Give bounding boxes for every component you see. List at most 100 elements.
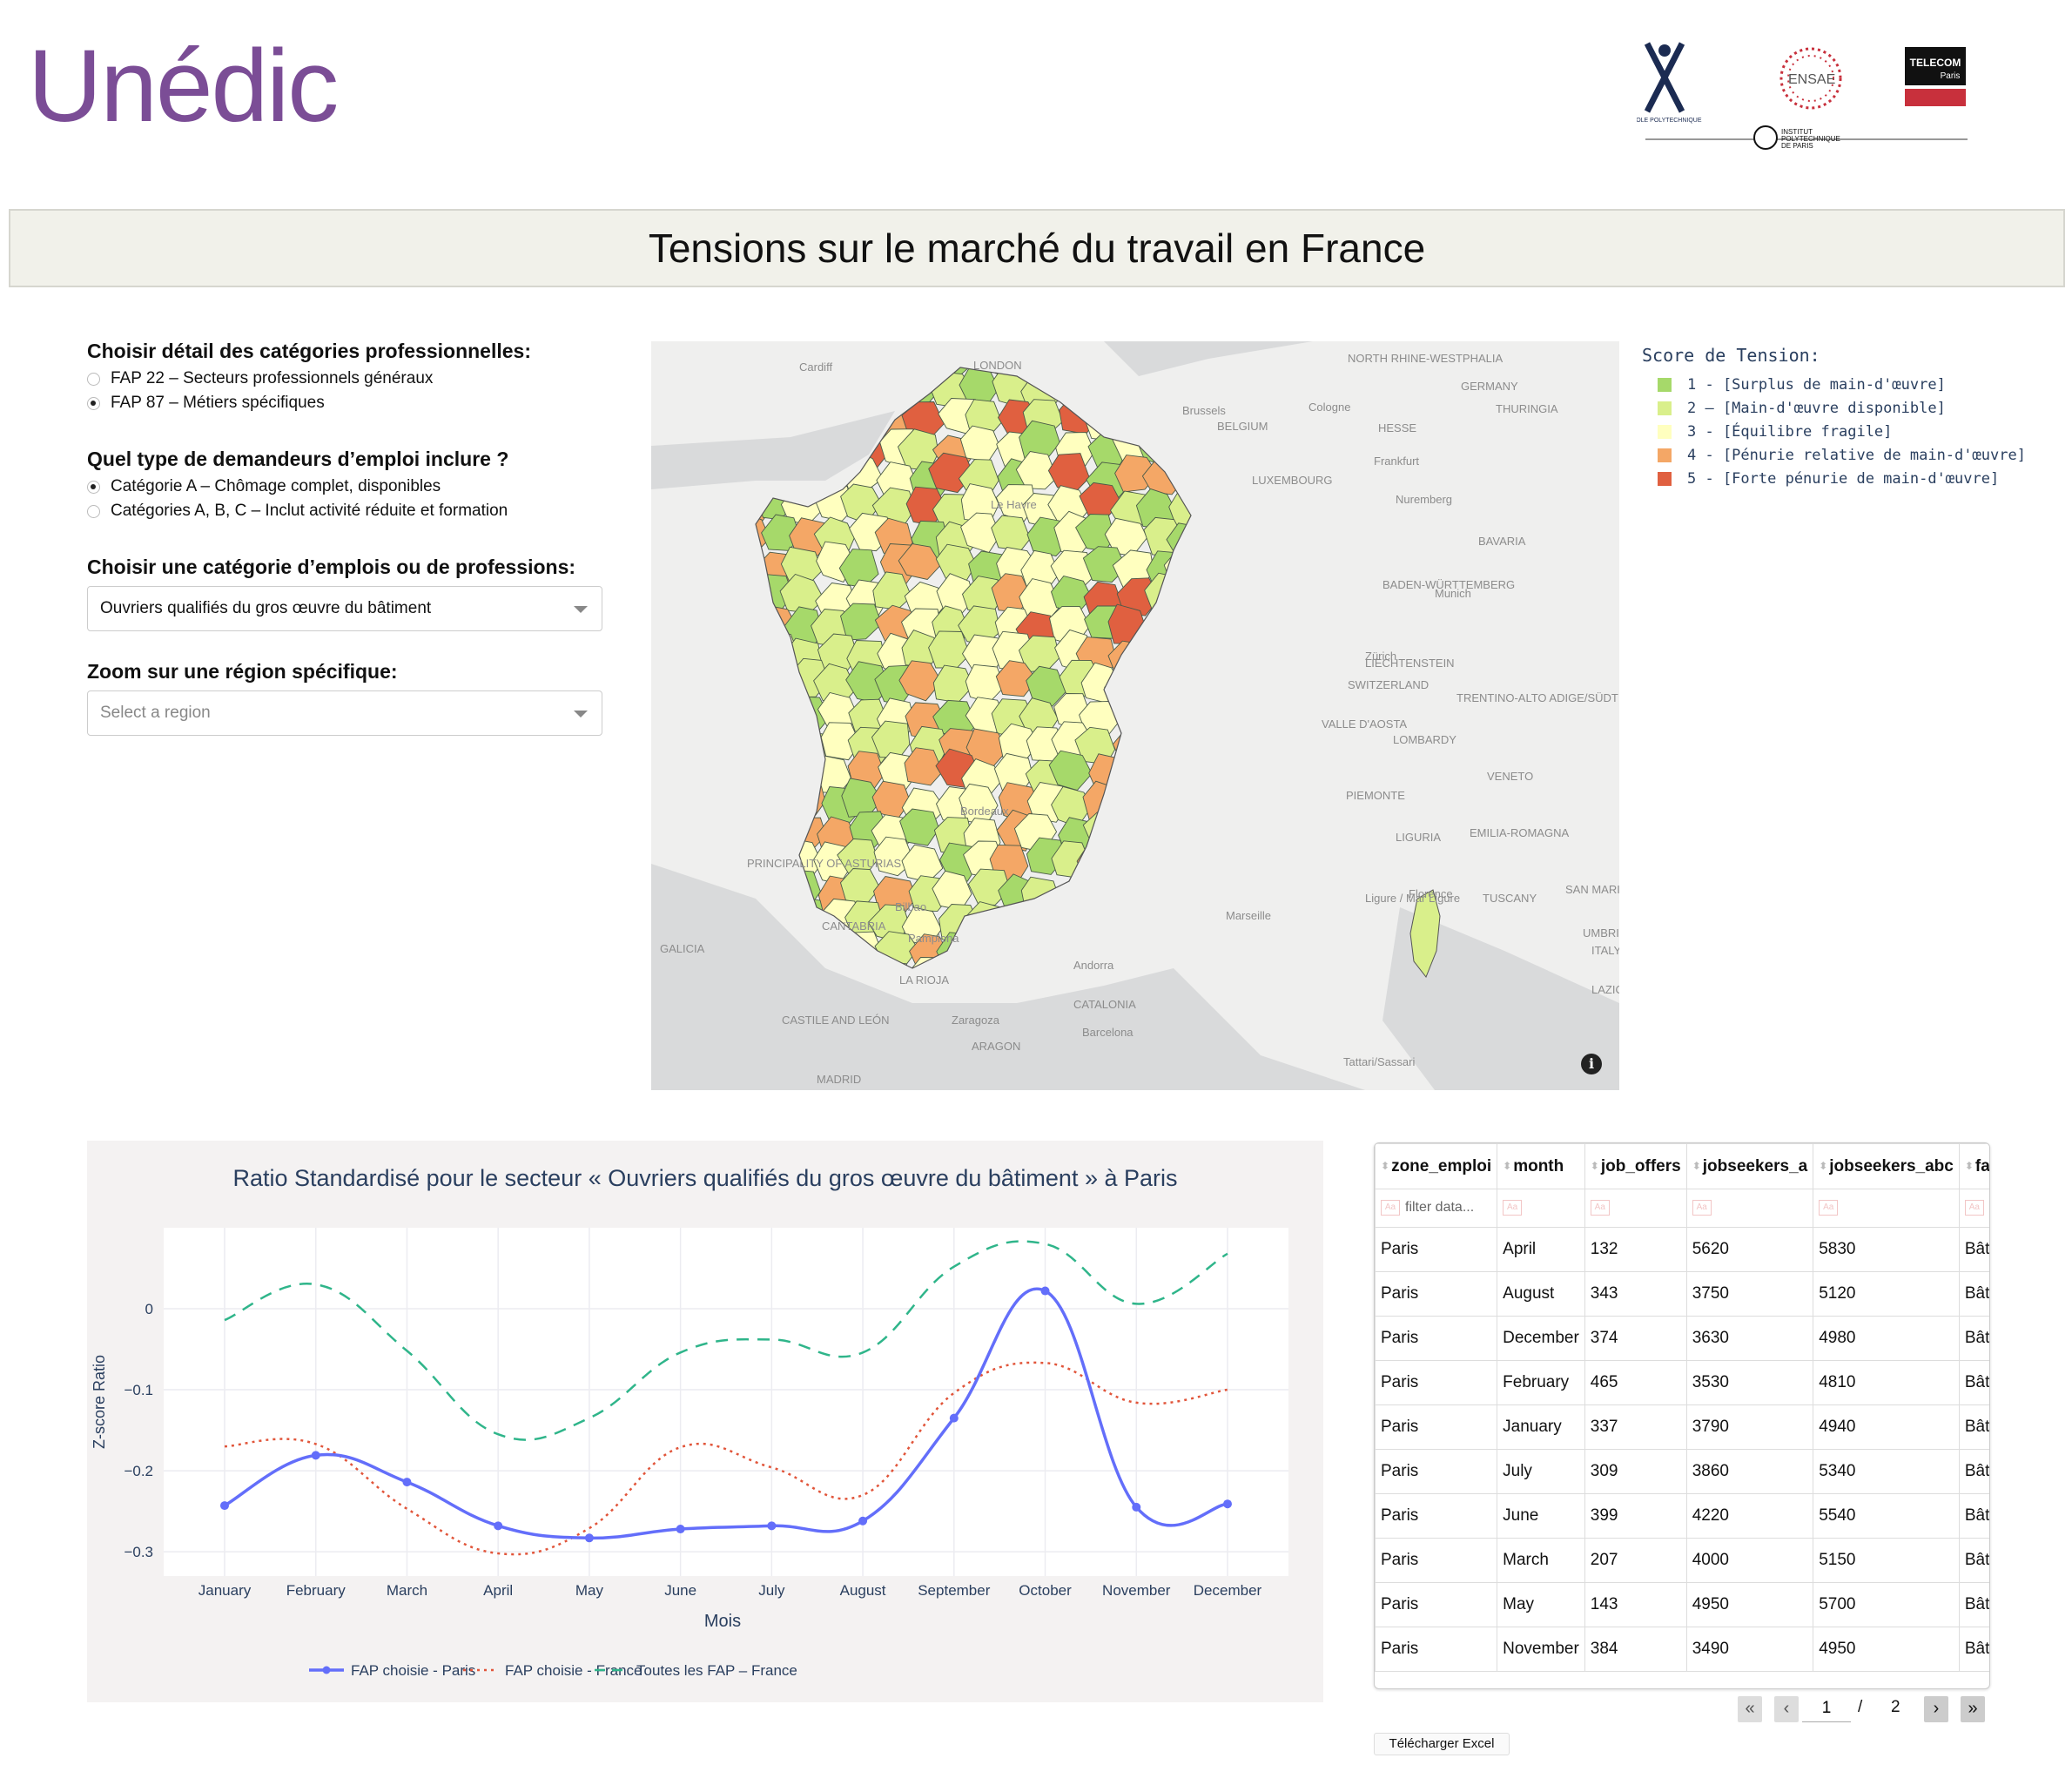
region-dropdown[interactable]: Select a region [87,690,602,736]
table-cell[interactable]: 207 [1584,1538,1687,1583]
table-cell[interactable]: Bâtim [1958,1271,1989,1317]
page-number-input[interactable] [1802,1694,1851,1722]
case-sensitive-icon[interactable]: Aa [1819,1200,1839,1216]
filter-cell[interactable]: Aa [1813,1189,1960,1228]
table-cell[interactable]: Paris [1375,1227,1498,1272]
series-point[interactable] [311,1451,320,1460]
chart-legend-label[interactable]: FAP choisie - Paris [351,1662,475,1679]
column-header-jobseekers_abc[interactable]: ⬍ jobseekers_abc [1813,1143,1960,1189]
filter-cell[interactable]: Aa [1497,1189,1585,1228]
department-shape[interactable] [898,660,942,702]
column-header-zone_emploi[interactable]: ⬍ zone_emploi [1375,1143,1498,1189]
table-cell[interactable]: Paris [1375,1271,1498,1317]
department-shape[interactable] [1026,665,1067,707]
table-row[interactable]: ParisMarch20740005150Bâtim [1375,1538,1989,1583]
table-cell[interactable]: August [1497,1271,1585,1317]
table-row[interactable]: ParisDecember37436304980Bâtim [1375,1316,1989,1361]
series-point[interactable] [220,1501,229,1511]
download-excel-button[interactable]: Télécharger Excel [1374,1733,1510,1755]
table-cell[interactable]: Paris [1375,1316,1498,1361]
table-cell[interactable]: 4220 [1685,1493,1814,1539]
table-cell[interactable]: April [1497,1227,1585,1272]
table-cell[interactable]: May [1497,1582,1585,1627]
legend-item[interactable]: 4 - [Pénurie relative de main-d'œuvre] [1642,443,2026,467]
table-cell[interactable]: Bâtim [1958,1449,1989,1494]
department-shape[interactable] [1015,451,1058,490]
table-cell[interactable]: 5620 [1685,1227,1814,1272]
legend-item[interactable]: 3 - [Équilibre fragile] [1642,420,2026,443]
table-cell[interactable]: Paris [1375,1360,1498,1405]
radio-button[interactable] [87,372,100,386]
table-cell[interactable]: July [1497,1449,1585,1494]
case-sensitive-icon[interactable]: Aa [1692,1200,1712,1216]
table-cell[interactable]: 4940 [1813,1404,1960,1450]
series-point[interactable] [858,1516,868,1526]
table-row[interactable]: ParisApril13256205830Bâtim [1375,1227,1989,1272]
department-shape[interactable] [995,660,1038,697]
table-cell[interactable]: June [1497,1493,1585,1539]
table-row[interactable]: ParisJuly30938605340Bâtim [1375,1449,1989,1494]
line-chart[interactable]: Ratio Standardisé pour le secteur « Ouvr… [87,1141,1323,1702]
table-cell[interactable]: Bâtim [1958,1493,1989,1539]
column-header-famille[interactable]: ⬍fam [1958,1143,1989,1189]
table-cell[interactable]: 3750 [1685,1271,1814,1317]
table-cell[interactable]: 5340 [1813,1449,1960,1494]
column-header-job_offers[interactable]: ⬍ job_offers [1584,1143,1687,1189]
department-shape[interactable] [1082,546,1127,583]
radio-button[interactable] [87,504,100,518]
table-row[interactable]: ParisFebruary46535304810Bâtim [1375,1360,1989,1405]
series-line-1[interactable] [224,1361,1228,1556]
table-cell[interactable]: 3790 [1685,1404,1814,1450]
chart-legend-label[interactable]: Toutes les FAP – France [636,1662,797,1679]
department-shape[interactable] [967,868,1011,906]
sort-icon[interactable]: ⬍ [1692,1160,1701,1173]
table-cell[interactable]: 4950 [1813,1627,1960,1672]
series-point[interactable] [1223,1499,1232,1509]
table-cell[interactable]: Paris [1375,1582,1498,1627]
series-point[interactable] [1132,1502,1141,1512]
series-point[interactable] [402,1478,412,1487]
fap-option-87[interactable]: FAP 87 – Métiers spécifiques [87,391,531,415]
sort-icon[interactable]: ⬍ [1503,1160,1512,1173]
table-cell[interactable]: 3860 [1685,1449,1814,1494]
table-cell[interactable]: 132 [1584,1227,1687,1272]
table-cell[interactable]: 5700 [1813,1582,1960,1627]
table-cell[interactable]: Bâtim [1958,1227,1989,1272]
last-page-button[interactable]: » [1961,1696,1985,1722]
seekers-option-a[interactable]: Catégorie A – Chômage complet, disponibl… [87,475,508,499]
table-cell[interactable]: 4980 [1813,1316,1960,1361]
series-point[interactable] [584,1533,594,1543]
table-cell[interactable]: 3490 [1685,1627,1814,1672]
table-cell[interactable]: Paris [1375,1404,1498,1450]
table-cell[interactable]: 3630 [1685,1316,1814,1361]
table-cell[interactable]: 337 [1584,1404,1687,1450]
table-cell[interactable]: Paris [1375,1627,1498,1672]
table-cell[interactable]: 5120 [1813,1271,1960,1317]
table-cell[interactable]: 374 [1584,1316,1687,1361]
table-cell[interactable]: Bâtim [1958,1316,1989,1361]
series-point[interactable] [1040,1286,1050,1296]
department-shape[interactable] [904,747,944,786]
case-sensitive-icon[interactable]: Aa [1964,1200,1984,1216]
table-cell[interactable]: 3530 [1685,1360,1814,1405]
sort-icon[interactable]: ⬍ [1819,1160,1828,1173]
map-canvas[interactable]: LONDON NORTH RHINE-WESTPHALIA GERMANY BELGI… [651,341,1619,1090]
series-point[interactable] [949,1413,959,1423]
first-page-button[interactable]: « [1738,1696,1762,1722]
series-line-2[interactable] [224,1240,1228,1441]
table-cell[interactable]: February [1497,1360,1585,1405]
category-dropdown[interactable]: Ouvriers qualifiés du gros œuvre du bâti… [87,586,602,631]
table-cell[interactable]: Bâtim [1958,1538,1989,1583]
table-cell[interactable]: 5830 [1813,1227,1960,1272]
table-cell[interactable]: 5540 [1813,1493,1960,1539]
case-sensitive-icon[interactable]: Aa [1503,1200,1523,1216]
table-cell[interactable]: 465 [1584,1360,1687,1405]
table-cell[interactable]: 309 [1584,1449,1687,1494]
table-cell[interactable]: 399 [1584,1493,1687,1539]
table-cell[interactable]: January [1497,1404,1585,1450]
column-header-month[interactable]: ⬍ month [1497,1143,1585,1189]
table-cell[interactable]: Bâtim [1958,1360,1989,1405]
table-row[interactable]: ParisJune39942205540Bâtim [1375,1493,1989,1539]
fap-option-22[interactable]: FAP 22 – Secteurs professionnels générau… [87,367,531,391]
department-shape[interactable] [899,808,940,846]
